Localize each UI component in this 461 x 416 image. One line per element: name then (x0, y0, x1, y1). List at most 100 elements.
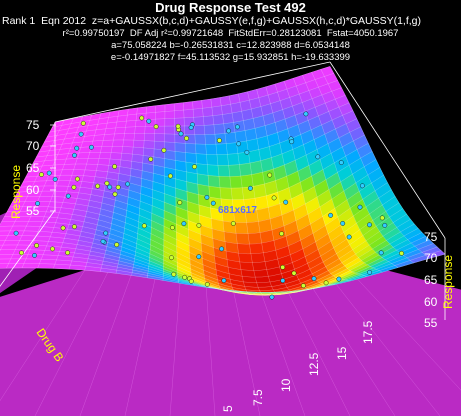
surface-facet (249, 242, 264, 255)
surface-facet (9, 225, 27, 232)
z-tick-label-right: 60 (424, 295, 438, 309)
data-point (78, 131, 84, 137)
fit-parameters-abcd: a=75.058224 b=-0.26531831 c=12.823988 d=… (111, 40, 350, 51)
data-point (280, 264, 286, 270)
surface-facet (86, 158, 100, 165)
surface-facet (135, 119, 146, 127)
surface-facet (234, 222, 249, 234)
fit-statistics: r²=0.99750197 DF Adj r²=0.99721648 FitSt… (62, 28, 399, 39)
surface-facet (58, 174, 73, 181)
data-point (95, 183, 101, 189)
surface-facet (194, 125, 206, 135)
x-tick-label: 5 (221, 405, 235, 412)
data-point (280, 278, 286, 283)
surface-facet (185, 152, 197, 164)
surface-facet (203, 124, 216, 135)
data-point (139, 115, 145, 121)
mesh-line (0, 243, 434, 295)
z-tick-label-left: 75 (26, 118, 40, 132)
data-point (196, 222, 202, 228)
data-point (244, 149, 250, 155)
fitted-surface (0, 66, 446, 296)
floor-grid-line (79, 269, 134, 416)
surface-facet (164, 118, 175, 127)
surface-facet (109, 152, 123, 161)
surface-facet (228, 164, 241, 177)
data-point (114, 242, 120, 248)
surface-facet (26, 221, 43, 227)
top-edge-right (329, 61, 446, 239)
data-point (226, 128, 232, 134)
surface-facet (250, 252, 266, 263)
surface-facet (84, 163, 98, 171)
mesh-line (329, 66, 446, 255)
data-point (72, 152, 77, 158)
surface-facet (183, 109, 194, 119)
data-point (210, 200, 216, 206)
x-tick-label: 17.5 (361, 320, 375, 344)
surface-facet (240, 174, 254, 189)
surface-facet (113, 133, 125, 141)
data-point (146, 118, 152, 124)
surface-mesh (0, 66, 446, 296)
surface-facet (210, 97, 222, 108)
surface-facet (0, 244, 18, 250)
surface-facet (218, 176, 232, 189)
surface-facet (230, 187, 244, 200)
surface-facet (12, 221, 29, 227)
mesh-line (293, 78, 383, 273)
axis-frame (0, 61, 446, 320)
data-point (161, 147, 167, 153)
mesh-line (302, 75, 399, 268)
data-point (52, 176, 58, 182)
z-tick-label-left: 65 (26, 161, 40, 175)
z-tick-label-left: 70 (26, 139, 40, 153)
surface-facet (122, 139, 135, 148)
data-point (80, 120, 86, 126)
surface-facet (216, 154, 229, 166)
surface-facet (222, 112, 234, 124)
surface-facet (164, 133, 176, 143)
surface-facet (255, 276, 271, 284)
surface-facet (229, 175, 243, 189)
surface-facet (173, 102, 184, 112)
data-point (271, 195, 277, 201)
surface-facet (207, 164, 220, 177)
data-point (221, 278, 227, 283)
data-point (357, 204, 363, 210)
top-edge-back (54, 61, 331, 123)
data-point (367, 222, 372, 228)
surface-facet (225, 142, 239, 155)
surface-facet (143, 140, 155, 150)
surface-facet (83, 169, 97, 177)
data-point (74, 145, 80, 151)
surface-facet (132, 139, 145, 149)
floor-grid-line (124, 269, 158, 416)
surface-facet (224, 132, 237, 144)
data-point (169, 225, 175, 231)
data-point (60, 225, 66, 231)
surface-facet (208, 185, 222, 200)
surface-facet (211, 105, 223, 116)
surface-facet (143, 133, 155, 142)
resolution-label: 681x617 (218, 205, 257, 216)
surface-facet (100, 146, 113, 153)
data-point (181, 221, 187, 227)
data-point (378, 250, 384, 256)
surface-facet (0, 249, 16, 255)
surface-facet (239, 261, 255, 271)
floor-grid-line (348, 269, 461, 391)
surface-facet (123, 133, 135, 141)
surface-facet (219, 187, 233, 200)
surface-facet (21, 263, 40, 269)
surface-facet (114, 127, 126, 135)
surface-facet (101, 139, 114, 147)
data-point (112, 164, 118, 169)
surface-facet (206, 154, 219, 166)
mesh-line (0, 250, 442, 294)
surface-facet (155, 111, 166, 120)
data-point (19, 250, 24, 256)
data-point (141, 223, 147, 229)
surface-facet (227, 153, 240, 166)
